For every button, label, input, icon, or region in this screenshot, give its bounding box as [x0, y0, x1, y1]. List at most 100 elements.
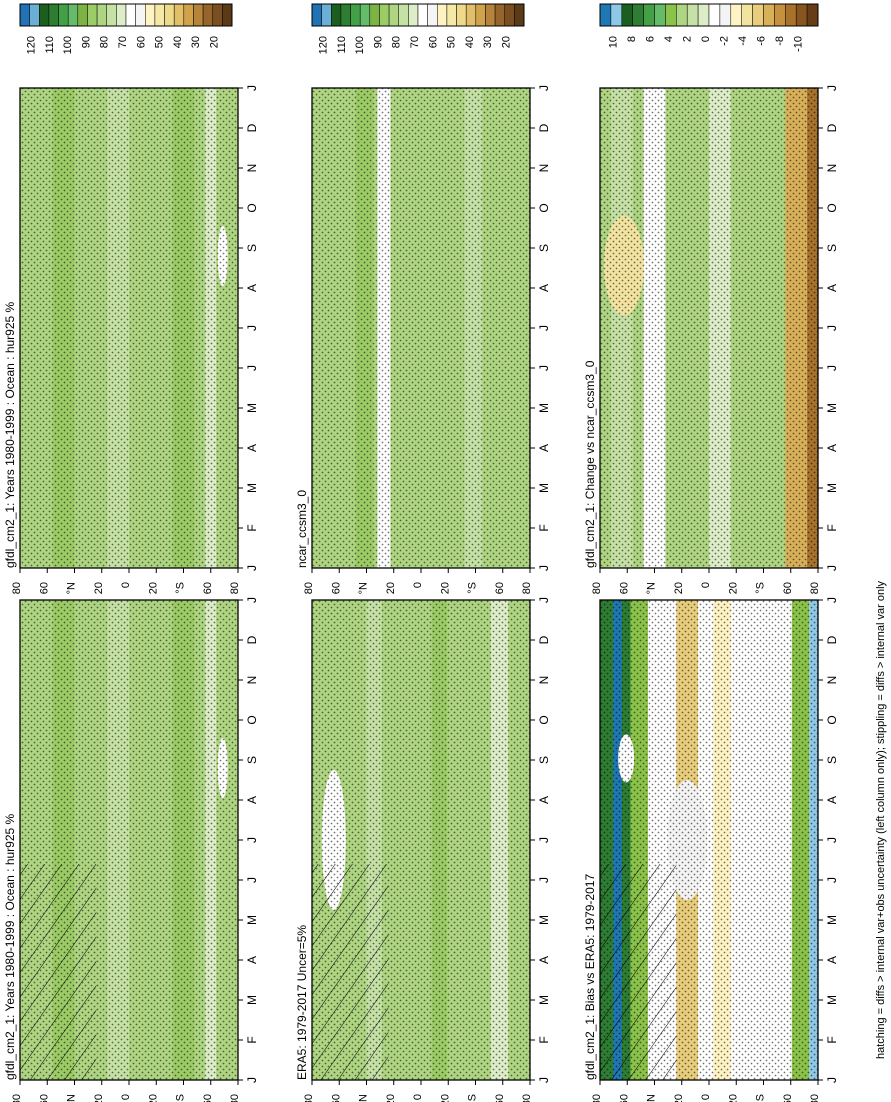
colorbar-tick-label: 4: [663, 36, 675, 42]
colorbar-tick-label: 40: [172, 36, 184, 48]
colorbar-swatch: [388, 3, 399, 27]
month-tick-label: J: [825, 365, 839, 371]
colorbar-swatch: [752, 3, 764, 27]
panel-era5: 80 60 °N 20 0 20 °S 60 80 J F M A M J J A S O N D J ERA5: 1979…: [295, 597, 551, 1102]
colorbar-swatch: [485, 3, 496, 27]
colorbar-swatch: [514, 3, 525, 27]
lat-tick-label: °N: [646, 582, 658, 594]
colorbar-swatch: [212, 3, 223, 27]
lat-tick-label: 60: [202, 1094, 214, 1102]
panel-ncar: 80 60 °N 20 0 20 °S 60 80 J F M A M J J A S O N D Jncar_ccsm3…: [295, 85, 551, 594]
month-tick-label: M: [537, 483, 551, 493]
month-tick-label: F: [825, 524, 839, 531]
colorbar-tick-label: 60: [135, 36, 147, 48]
colorbar-swatch: [58, 3, 69, 27]
lat-tick-label: 60: [330, 1094, 342, 1102]
colorbar-tick-label: 8: [626, 36, 638, 42]
month-tick-label: O: [537, 715, 551, 724]
month-tick-label: A: [245, 956, 259, 964]
month-tick-label: A: [245, 796, 259, 804]
colorbar-swatch: [774, 3, 786, 27]
month-tick-label: M: [537, 403, 551, 413]
colorbar-tick-label: 90: [80, 36, 92, 48]
colorbar-swatch: [67, 3, 79, 27]
colorbar-swatch: [311, 3, 322, 27]
lat-tick-label: 60: [494, 582, 506, 594]
month-tick-label: M: [245, 995, 259, 1005]
panel-change: 80 60 °N 20 0 20 °S 60 80 J F M A M J J A S O N D Jgfdl_cm2_1…: [583, 85, 839, 594]
lat-tick-label: 80: [11, 582, 23, 594]
hatching-overlay: [600, 864, 677, 1080]
figure-footnote: hatching = diffs > internal var+obs unce…: [875, 580, 887, 1059]
colorbar-swatch: [610, 3, 623, 27]
month-tick-label: O: [537, 203, 551, 212]
month-tick-label: M: [825, 483, 839, 493]
colorbar-tick-label: 120: [25, 36, 37, 54]
month-tick-label: D: [825, 123, 839, 132]
colorbar-frame: [599, 3, 819, 27]
colorbar-swatch: [654, 3, 666, 27]
lat-tick-label: °S: [175, 1094, 187, 1102]
month-tick-label: J: [537, 325, 551, 331]
colorbar-tick-label: 80: [99, 36, 111, 48]
month-tick-label: J: [537, 365, 551, 371]
month-tick-label: A: [537, 284, 551, 292]
month-tick-label: S: [245, 244, 259, 252]
colorbar-tick-label: 100: [62, 36, 74, 54]
colorbar-swatch: [96, 3, 107, 27]
colorbar-tick-label: 20: [501, 36, 513, 48]
month-tick-label: M: [245, 403, 259, 413]
colorbar-swatch: [369, 3, 380, 27]
colorbar-tick-label: 110: [44, 36, 56, 54]
month-tick-label: M: [245, 483, 259, 493]
month-tick-label: O: [825, 715, 839, 724]
stippling-overlay: [20, 88, 238, 568]
colorbar-swatch: [719, 3, 732, 27]
lat-tick-label: 20: [439, 1094, 451, 1102]
colorbar-tick-label: 70: [117, 36, 129, 48]
colorbar-tick-label: 40: [464, 36, 476, 48]
colorbar-swatch: [222, 3, 233, 27]
lat-tick-label: 80: [303, 1094, 315, 1102]
month-tick-label: J: [537, 877, 551, 883]
month-tick-label: D: [825, 635, 839, 644]
month-tick-label: J: [825, 325, 839, 331]
month-tick-label: D: [537, 635, 551, 644]
lat-tick-label: 20: [673, 582, 685, 594]
colorbar-tick-label: 10: [607, 36, 619, 48]
colorbar-swatch: [77, 3, 88, 27]
month-tick-label: D: [245, 123, 259, 132]
month-tick-label: N: [245, 164, 259, 173]
colorbar-swatch: [331, 3, 342, 27]
lat-tick-label: °N: [66, 582, 78, 594]
colorbar-swatch: [427, 3, 438, 27]
month-tick-label: J: [537, 597, 551, 603]
colorbar-tick-label: 90: [372, 36, 384, 48]
month-tick-label: N: [537, 676, 551, 685]
month-tick-label: O: [245, 203, 259, 212]
lat-tick-label: 60: [494, 1094, 506, 1102]
colorbar-swatch: [164, 3, 175, 27]
month-tick-label: N: [245, 676, 259, 685]
lat-tick-label: 60: [38, 582, 50, 594]
month-tick-label: M: [537, 915, 551, 925]
colorbar-tick-label: -6: [756, 36, 768, 46]
month-tick-label: M: [537, 995, 551, 1005]
month-tick-label: A: [825, 796, 839, 804]
lat-tick-label: 60: [782, 1094, 794, 1102]
month-tick-label: F: [537, 1036, 551, 1043]
colorbar-tick-label: 100: [354, 36, 366, 54]
colorbar-tick-label: 120: [317, 36, 329, 54]
lat-tick-label: 20: [147, 582, 159, 594]
colorbar-swatch: [19, 3, 30, 27]
colorbar-swatch: [697, 3, 710, 27]
lat-tick-label: 60: [202, 582, 214, 594]
lat-tick-label: °N: [358, 1094, 370, 1102]
lat-tick-label: °N: [358, 582, 370, 594]
month-tick-label: J: [245, 1077, 259, 1083]
colorbar-tick-label: 50: [446, 36, 458, 48]
month-tick-label: M: [825, 403, 839, 413]
month-tick-label: J: [825, 565, 839, 571]
colorbar-swatch: [135, 3, 146, 27]
colorbar-swatch: [599, 3, 612, 27]
